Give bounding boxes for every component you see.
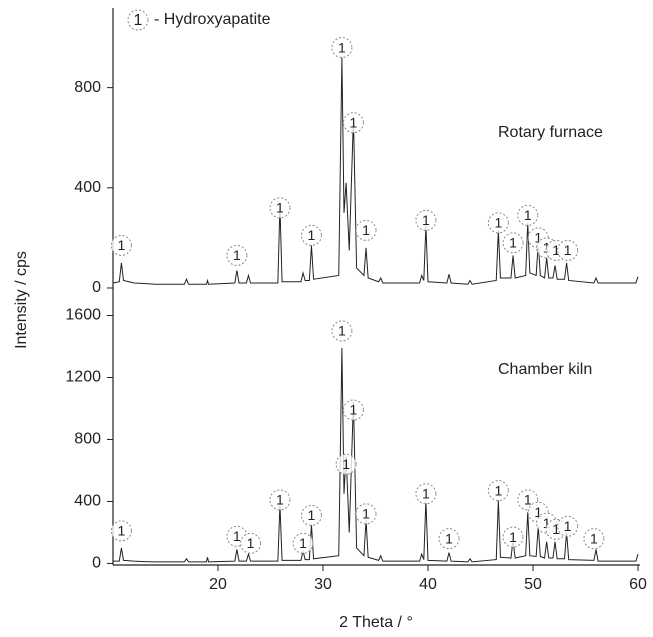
- peak-label: 1: [494, 215, 502, 231]
- x-tick-label: 30: [314, 576, 332, 593]
- peak-label-circle: [517, 204, 539, 226]
- peak-label-circle: [502, 232, 524, 254]
- peak-label-circle: [342, 112, 364, 134]
- peak-label-circle: [557, 239, 579, 261]
- legend-text: - Hydroxyapatite: [154, 11, 271, 28]
- peak-label: 1: [422, 212, 430, 228]
- peak-label: 1: [350, 114, 358, 130]
- peak-label-circle: [300, 504, 322, 526]
- y-tick-label: 400: [74, 493, 101, 510]
- spectrum-line: [112, 57, 639, 285]
- peak-label-circle: [300, 224, 322, 246]
- series-label: Rotary furnace: [498, 124, 603, 141]
- peak-label-circle: [292, 532, 314, 554]
- peak-label-circle: [415, 209, 437, 231]
- peak-label: 1: [276, 200, 284, 216]
- peak-label: 1: [338, 39, 346, 55]
- peak-label-circle: [331, 320, 353, 342]
- y-tick-label: 1200: [65, 369, 101, 386]
- peak-label: 1: [118, 237, 126, 253]
- peak-label: 1: [233, 528, 241, 544]
- peak-label: 1: [445, 530, 453, 546]
- x-tick-label: 40: [419, 576, 437, 593]
- peak-label: 1: [552, 521, 560, 537]
- peak-label-circle: [269, 489, 291, 511]
- peak-label: 1: [308, 227, 316, 243]
- x-tick-label: 20: [209, 576, 227, 593]
- peak-label-circle: [335, 453, 357, 475]
- y-tick-label: 0: [92, 279, 101, 296]
- peak-label: 1: [338, 323, 346, 339]
- peak-label: 1: [509, 529, 517, 545]
- legend-symbol-text: 1: [134, 12, 143, 29]
- peak-label: 1: [564, 518, 572, 534]
- peak-label: 1: [524, 207, 532, 223]
- y-tick-label: 800: [74, 79, 101, 96]
- peak-label-circle: [355, 219, 377, 241]
- x-tick-label: 60: [629, 576, 647, 593]
- peak-label-circle: [438, 528, 460, 550]
- peak-label: 1: [552, 242, 560, 258]
- peak-label-circle: [110, 234, 132, 256]
- peak-label: 1: [276, 492, 284, 508]
- peak-label-circle: [355, 503, 377, 525]
- peak-label-circle: [110, 520, 132, 542]
- legend-symbol: [127, 9, 149, 31]
- peak-label-circle: [502, 526, 524, 548]
- y-tick-label: 400: [74, 179, 101, 196]
- peak-label-circle: [331, 37, 353, 59]
- peak-label: 1: [247, 535, 255, 551]
- peak-label-circle: [240, 532, 262, 554]
- peak-label: 1: [233, 247, 241, 263]
- peak-label: 1: [543, 515, 551, 531]
- peak-label: 1: [494, 482, 502, 498]
- peak-label: 1: [509, 235, 517, 251]
- peak-label-circle: [226, 244, 248, 266]
- peak-label: 1: [524, 492, 532, 508]
- y-tick-label: 800: [74, 431, 101, 448]
- peak-label: 1: [534, 504, 542, 520]
- peak-label-circle: [557, 515, 579, 537]
- spectrum-line: [113, 348, 639, 563]
- peak-label: 1: [118, 523, 126, 539]
- peak-label: 1: [422, 485, 430, 501]
- y-tick-label: 1600: [65, 307, 101, 324]
- peak-label: 1: [362, 222, 370, 238]
- peak-label-circle: [583, 528, 605, 550]
- peak-label: 1: [362, 506, 370, 522]
- y-axis-label: Intensity / cps: [13, 251, 30, 349]
- peak-label-circle: [487, 480, 509, 502]
- peak-label: 1: [308, 507, 316, 523]
- peak-label: 1: [534, 230, 542, 246]
- peak-label: 1: [564, 242, 572, 258]
- x-tick-label: 50: [524, 576, 542, 593]
- peak-label-circle: [342, 399, 364, 421]
- peak-label-circle: [415, 483, 437, 505]
- peak-label: 1: [590, 530, 598, 546]
- peak-label-circle: [487, 212, 509, 234]
- x-axis-label: 2 Theta / °: [339, 614, 413, 631]
- peak-label: 1: [350, 402, 358, 418]
- peak-label: 1: [299, 535, 307, 551]
- y-tick-label: 0: [92, 555, 101, 572]
- peak-label-circle: [269, 197, 291, 219]
- peak-label: 1: [342, 456, 350, 472]
- series-label: Chamber kiln: [498, 361, 592, 378]
